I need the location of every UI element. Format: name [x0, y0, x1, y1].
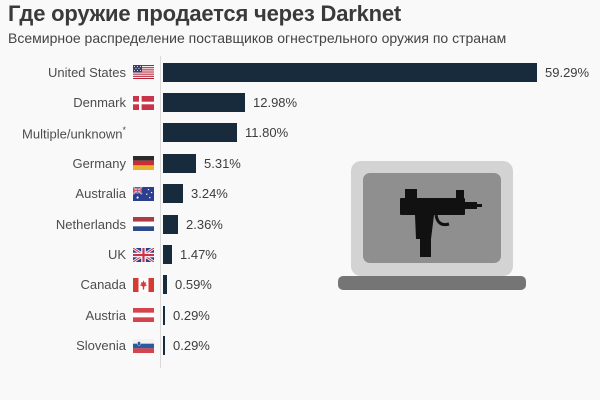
value-label: 0.29% — [173, 307, 210, 323]
chart-row: Netherlands 2.36% — [0, 209, 600, 239]
country-label: Australia — [75, 186, 126, 202]
flag-germany-icon — [133, 156, 154, 171]
country-label: Netherlands — [55, 216, 126, 232]
flag-denmark-icon — [133, 95, 154, 110]
country-label: Denmark — [73, 95, 126, 111]
bar — [163, 93, 245, 113]
country-label: Slovenia — [76, 338, 126, 354]
bar-chart: United States 59.29% Denmark 12.98% Mult… — [0, 57, 600, 361]
country-label: Germany — [72, 155, 126, 171]
laptop-illustration — [330, 145, 540, 300]
chart-row: Multiple/unknown* 11.80% — [0, 118, 600, 148]
value-label: 3.24% — [191, 186, 228, 202]
country-label: UK — [107, 247, 126, 263]
country-label: Multiple/unknown* — [22, 124, 126, 142]
flag-slovenia-icon — [133, 338, 154, 353]
chart-row: UK 1.47% — [0, 239, 600, 269]
flag-united-states-icon — [133, 65, 154, 80]
bar — [163, 184, 183, 204]
chart-row: Germany 5.31% — [0, 148, 600, 178]
value-label: 1.47% — [180, 247, 217, 263]
country-label: United States — [47, 64, 126, 80]
bar — [163, 336, 165, 356]
page-title: Где оружие продается через Darknet — [8, 1, 402, 26]
chart-row: Slovenia 0.29% — [0, 331, 600, 361]
value-label: 0.59% — [175, 277, 212, 293]
bar — [163, 245, 172, 265]
value-label: 12.98% — [253, 95, 298, 111]
value-label: 5.31% — [204, 155, 241, 171]
flag-australia-icon — [133, 186, 154, 201]
value-label: 0.29% — [173, 338, 210, 354]
value-label: 11.80% — [245, 125, 289, 141]
value-label: 2.36% — [186, 216, 223, 232]
country-label: Canada — [80, 277, 126, 293]
chart-row: Denmark 12.98% — [0, 87, 600, 117]
axis-line — [160, 56, 161, 368]
laptop-base — [338, 276, 526, 290]
bar — [163, 275, 167, 295]
bar — [163, 62, 537, 82]
page-subtitle: Всемирное распределение поставщиков огне… — [8, 30, 507, 46]
flag-uk-icon — [133, 247, 154, 262]
flag-canada-icon — [133, 277, 154, 292]
chart-row: Austria 0.29% — [0, 300, 600, 330]
value-label: 59.29% — [545, 64, 590, 80]
country-label: Austria — [85, 307, 126, 323]
chart-row: Canada 0.59% — [0, 270, 600, 300]
uzi-gun-icon — [400, 189, 482, 257]
bar — [163, 305, 165, 325]
chart-row: Australia 3.24% — [0, 179, 600, 209]
bar — [163, 153, 196, 173]
flag-netherlands-icon — [133, 217, 154, 232]
bar — [163, 123, 237, 143]
chart-row: United States 59.29% — [0, 57, 600, 87]
bar — [163, 214, 178, 234]
flag-austria-icon — [133, 308, 154, 323]
laptop-icon — [338, 161, 526, 290]
